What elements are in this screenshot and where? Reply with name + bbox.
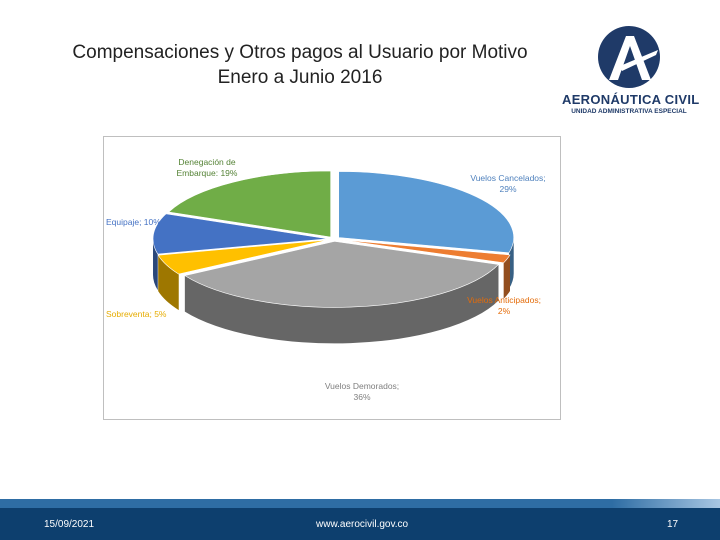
title-line-2: Enero a Junio 2016	[217, 67, 383, 88]
footer-bar	[0, 499, 720, 540]
pie-chart-canvas: Vuelos Cancelados; 29% Vuelos Anticipados;…	[106, 157, 546, 402]
title-line-1: Compensaciones y Otros pagos al Usuario …	[72, 42, 528, 63]
pie-slice-side	[508, 237, 514, 289]
pie-slice	[338, 171, 514, 254]
pie-slice	[168, 170, 331, 238]
pie-label: Denegación de Embarque: 19%	[177, 157, 238, 178]
pie-slice-side	[153, 238, 158, 291]
pie-label: Vuelos Demorados; 36%	[325, 381, 399, 402]
pie-slice	[339, 239, 511, 264]
footer-date: 15/09/2021	[44, 519, 95, 530]
pie-slice-side	[503, 254, 510, 299]
logo-name: AERONÁUTICA CIVIL	[562, 92, 700, 107]
aerocivil-logo: AERONÁUTICA CIVIL UNIDAD ADMINISTRATIVA …	[562, 24, 700, 120]
footer-page-number: 17	[667, 519, 679, 530]
pie-slice-side	[158, 255, 179, 311]
pie-slice	[184, 241, 500, 308]
slide-title: Compensaciones y Otros pagos al Usuario …	[20, 40, 580, 90]
pie-slice	[152, 213, 329, 255]
pie-chart: Vuelos Cancelados; 29% Vuelos Anticipados;…	[103, 136, 561, 420]
footer-accent-band	[0, 499, 720, 508]
pie-label: Vuelos Anticipados; 2%	[467, 295, 541, 316]
footer-website[interactable]: www.aerocivil.gov.co	[316, 519, 409, 530]
logo-subtitle: UNIDAD ADMINISTRATIVA ESPECIAL	[571, 108, 687, 115]
pie-label: Equipaje; 10%	[106, 217, 161, 227]
pie-label: Sobreventa; 5%	[106, 309, 167, 319]
aerocivil-emblem-icon	[598, 26, 660, 88]
pie-slice	[157, 239, 329, 275]
pie-slice-side	[184, 264, 499, 344]
pie-label: Vuelos Cancelados; 29%	[470, 173, 545, 194]
